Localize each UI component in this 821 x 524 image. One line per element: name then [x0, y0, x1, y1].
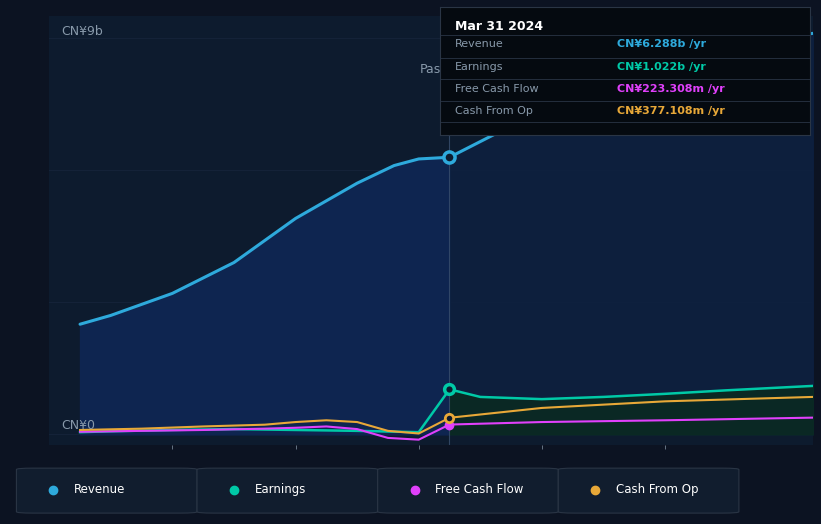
Text: CN¥223.308m /yr: CN¥223.308m /yr [617, 84, 725, 94]
FancyBboxPatch shape [16, 468, 197, 513]
FancyBboxPatch shape [197, 468, 378, 513]
Text: Analysts Forecasts: Analysts Forecasts [453, 63, 570, 76]
Text: CN¥1.022b /yr: CN¥1.022b /yr [617, 62, 706, 72]
FancyBboxPatch shape [378, 468, 558, 513]
Text: Cash From Op: Cash From Op [616, 484, 698, 496]
Text: Mar 31 2024: Mar 31 2024 [455, 19, 543, 32]
Text: Past: Past [420, 63, 446, 76]
Text: CN¥6.288b /yr: CN¥6.288b /yr [617, 39, 707, 49]
FancyBboxPatch shape [558, 468, 739, 513]
Text: CN¥0: CN¥0 [62, 419, 95, 432]
Text: CN¥377.108m /yr: CN¥377.108m /yr [617, 106, 725, 116]
Text: Earnings: Earnings [255, 484, 306, 496]
Text: Earnings: Earnings [455, 62, 503, 72]
Text: Cash From Op: Cash From Op [455, 106, 533, 116]
Text: Free Cash Flow: Free Cash Flow [455, 84, 539, 94]
Text: CN¥9b: CN¥9b [62, 25, 103, 38]
Text: Free Cash Flow: Free Cash Flow [435, 484, 524, 496]
Text: Revenue: Revenue [74, 484, 126, 496]
Text: Revenue: Revenue [455, 39, 503, 49]
